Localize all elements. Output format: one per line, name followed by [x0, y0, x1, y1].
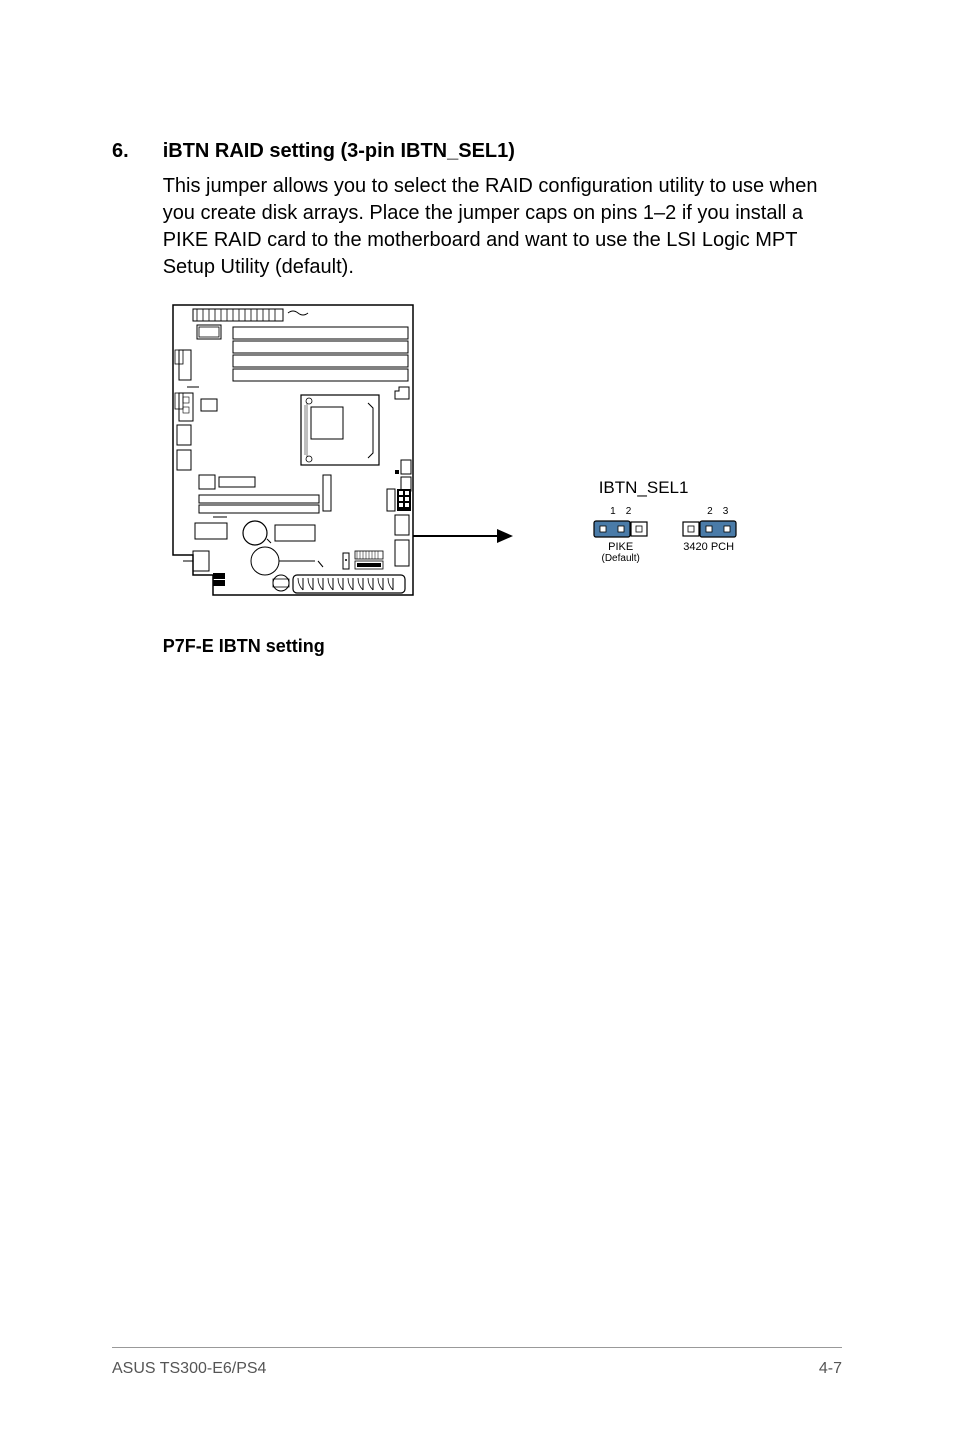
footer-left: ASUS TS300-E6/PS4 [112, 1360, 266, 1378]
pin-2-label-r: 2 [707, 506, 713, 517]
jumper-right-caption: 3420 PCH [683, 541, 734, 553]
section-title: iBTN RAID setting (3-pin IBTN_SEL1) [163, 140, 842, 163]
pin-1-label: 1 [610, 506, 616, 517]
jumper-left-svg [593, 519, 649, 539]
pin-2-label: 2 [626, 506, 632, 517]
jumper-left-caption: PIKE [608, 541, 633, 553]
jumper-left-subcaption: (Default) [602, 553, 640, 564]
diagram-container: P7F-E IBTN setting IBTN_SEL1 1 2 [163, 285, 842, 657]
jumper-label: IBTN_SEL1 [599, 478, 737, 498]
jumper-right-block: 2 3 3420 PCH [681, 506, 737, 564]
section-number: 6. [112, 140, 129, 657]
pin-3-label-r: 3 [723, 506, 729, 517]
pin-numbers-right: 2 3 [707, 506, 728, 517]
jumper-left-block: 1 2 PIKE (Default) [593, 506, 649, 564]
arrow-icon [413, 526, 513, 546]
footer-right: 4-7 [819, 1360, 842, 1378]
pin-numbers-left: 1 2 [610, 506, 631, 517]
diagram-caption: P7F-E IBTN setting [163, 636, 423, 657]
motherboard-diagram [163, 285, 423, 625]
jumper-right-svg [681, 519, 737, 539]
section-body: iBTN RAID setting (3-pin IBTN_SEL1) This… [163, 140, 842, 657]
section-text: This jumper allows you to select the RAI… [163, 173, 842, 281]
jumper-detail: IBTN_SEL1 1 2 [593, 478, 737, 564]
jumper-row: 1 2 PIKE (Default) [593, 506, 737, 564]
page-footer: ASUS TS300-E6/PS4 4-7 [112, 1347, 842, 1378]
motherboard-block: P7F-E IBTN setting [163, 285, 423, 657]
